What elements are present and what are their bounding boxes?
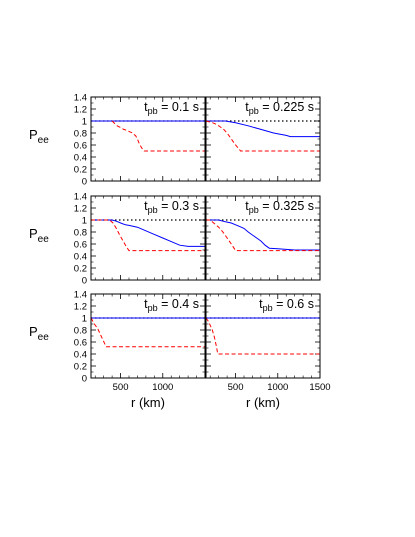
- series-group: [206, 317, 320, 355]
- y-tick-label: 0.2: [74, 263, 87, 274]
- y-tick-label: 0.4: [74, 251, 87, 262]
- y-tick-label: 1.2: [74, 104, 87, 115]
- y-tick-label: 0.2: [74, 361, 87, 372]
- y-axis-label-sub: ee: [38, 135, 50, 146]
- y-tick-label: 0.6: [74, 239, 87, 250]
- series-red-line: [206, 120, 320, 152]
- panel-title: tpb = 0.6 s: [259, 297, 314, 313]
- y-tick-label: 1.4: [74, 289, 87, 300]
- series-red-line: [206, 219, 320, 252]
- x-tick-label: 500: [228, 382, 244, 393]
- y-tick-label: 0.6: [74, 140, 87, 151]
- panel-title-value: = 0.4 s: [158, 297, 199, 311]
- panel-title-t: t: [144, 297, 148, 311]
- y-tick-label: 0.2: [74, 164, 87, 175]
- series-group: [206, 120, 320, 152]
- series-group: [91, 120, 205, 152]
- panel-title: tpb = 0.3 s: [144, 199, 199, 215]
- series-blue-line: [206, 120, 320, 138]
- panel-frame: [90, 293, 206, 379]
- panel-title-value: = 0.3 s: [158, 199, 199, 213]
- panel-3: 00.20.40.60.811.21.4 Pee tpb = 0.3 s: [29, 191, 206, 286]
- y-axis-label-sub: ee: [38, 234, 50, 245]
- y-tick-label: 1: [82, 116, 87, 127]
- panel-frame: [90, 195, 206, 281]
- panel-title-t: t: [144, 100, 148, 114]
- panel-title-sub: pb: [263, 303, 273, 313]
- y-axis-label: Pee: [29, 324, 49, 343]
- panel-title: tpb = 0.225 s: [245, 100, 314, 116]
- panel-title: tpb = 0.325 s: [245, 199, 314, 215]
- panel-frame: [205, 195, 321, 281]
- panel-title: tpb = 0.1 s: [144, 100, 199, 116]
- panel-title-sub: pb: [249, 205, 259, 215]
- x-tick-label: 500: [113, 382, 129, 393]
- y-tick-label: 1.2: [74, 203, 87, 214]
- y-tick-label: 0.4: [74, 152, 87, 163]
- series-red-line: [111, 120, 205, 152]
- panel-2: tpb = 0.225 s: [205, 96, 321, 182]
- panel-title-t: t: [259, 297, 263, 311]
- x-axis-label: r (km): [246, 395, 280, 410]
- y-axis-label-main: P: [29, 127, 38, 142]
- y-tick-label: 1: [82, 215, 87, 226]
- series-group: [91, 317, 205, 348]
- panel-frame: [205, 96, 321, 182]
- series-group: [206, 219, 320, 252]
- series-red-line: [91, 317, 205, 348]
- panel-title-sub: pb: [148, 303, 158, 313]
- panel-title-sub: pb: [148, 106, 158, 116]
- panel-4: tpb = 0.325 s: [205, 195, 321, 281]
- series-red-line: [91, 219, 205, 252]
- panel-6: 500 1000 1500 r (km) tpb = 0.6 s: [205, 293, 331, 410]
- y-tick-label: 0.8: [74, 128, 87, 139]
- panel-5: 00.20.40.60.811.21.4 500 1000 r (km) Pee tpb …: [29, 289, 206, 410]
- y-axis-label-sub: ee: [38, 332, 50, 343]
- y-tick-label: 0.8: [74, 227, 87, 238]
- y-tick-label: 0.4: [74, 349, 87, 360]
- series-blue-line: [91, 219, 205, 247]
- y-tick-label: 1: [82, 313, 87, 324]
- x-tick-label: 1000: [152, 382, 173, 393]
- panel-frame: [90, 96, 206, 182]
- y-tick-label: 1.4: [74, 92, 87, 103]
- x-tick-label: 1000: [267, 382, 288, 393]
- y-tick-label: 1.2: [74, 301, 87, 312]
- y-axis-label: Pee: [29, 127, 49, 146]
- panel-title-t: t: [144, 199, 148, 213]
- x-axis-label: r (km): [131, 395, 165, 410]
- y-tick-label: 0: [82, 176, 87, 187]
- series-blue-line: [206, 219, 320, 251]
- panel-title-t: t: [245, 100, 249, 114]
- panel-title-value: = 0.325 s: [259, 199, 314, 213]
- panel-title-t: t: [245, 199, 249, 213]
- panel-title-value: = 0.1 s: [158, 100, 199, 114]
- y-tick-label: 0.6: [74, 337, 87, 348]
- y-axis-label-main: P: [29, 324, 38, 339]
- y-tick-label: 0: [82, 275, 87, 286]
- y-tick-label: 0: [82, 373, 87, 384]
- panel-title-sub: pb: [148, 205, 158, 215]
- y-axis-label: Pee: [29, 226, 49, 245]
- x-tick-label: 1500: [309, 382, 330, 393]
- panel-title-sub: pb: [249, 106, 259, 116]
- panel-1: 00.20.40.60.811.21.4 Pee tpb = 0.1 s: [29, 92, 206, 187]
- y-axis-label-main: P: [29, 226, 38, 241]
- panel-title-value: = 0.225 s: [259, 100, 314, 114]
- panel-title-value: = 0.6 s: [273, 297, 314, 311]
- y-tick-label: 0.8: [74, 325, 87, 336]
- panel-title: tpb = 0.4 s: [144, 297, 199, 313]
- panel-frame: [205, 293, 321, 379]
- y-tick-label: 1.4: [74, 191, 87, 202]
- series-group: [91, 219, 205, 252]
- series-red-line: [206, 317, 320, 355]
